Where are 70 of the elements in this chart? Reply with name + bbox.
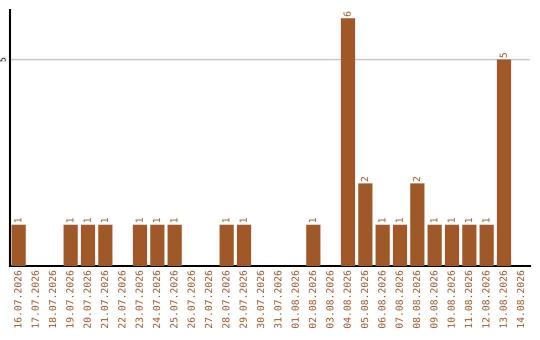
data-label: 5: [500, 53, 507, 58]
data-label: 1: [84, 218, 91, 222]
data-label: 1: [308, 218, 316, 222]
x-tick-label: 30.07.2026: [256, 270, 264, 328]
x-tick-label: 06.08.2026: [378, 270, 386, 328]
x-tick-label: 21.07.2026: [100, 270, 108, 328]
bar: [462, 224, 476, 266]
x-tick-label: 25.07.2026: [170, 270, 178, 328]
data-label: 1: [170, 218, 178, 222]
x-tick-label: 12.08.2026: [482, 270, 490, 328]
bar: [236, 224, 252, 266]
x-tick-label: 28.07.2026: [222, 270, 230, 328]
x-tick-label: 03.08.2026: [326, 270, 334, 328]
data-label: 1: [448, 218, 455, 222]
data-label: 1: [152, 218, 160, 222]
x-tick-label: 07.08.2026: [395, 270, 403, 328]
x-tick-label: 14.08.2026: [516, 270, 524, 328]
bar: [150, 224, 164, 266]
bar: [98, 224, 112, 266]
bar: [496, 60, 512, 266]
x-tick-label: 08.08.2026: [412, 270, 420, 328]
x-tick-label: 29.07.2026: [239, 270, 247, 328]
bar: [64, 224, 78, 266]
x-tick-label: 10.08.2026: [447, 270, 455, 328]
data-label: 1: [66, 218, 74, 222]
x-tick-label: 18.07.2026: [48, 270, 56, 328]
bar: [428, 224, 442, 266]
bar: [410, 183, 424, 266]
x-tick-label: 13.08.2026: [499, 270, 507, 328]
bar: [12, 224, 26, 266]
x-tick-label: 17.07.2026: [31, 270, 39, 328]
x-tick-label: 20.07.2026: [83, 270, 91, 328]
data-label: 1: [222, 218, 230, 222]
bar: [480, 224, 494, 266]
data-label: 1: [136, 218, 143, 222]
data-label: 1: [482, 218, 490, 222]
data-label: 1: [240, 218, 247, 222]
x-tick-label: 27.07.2026: [204, 270, 212, 328]
bar: [340, 18, 356, 266]
x-tick-label: 31.07.2026: [274, 270, 282, 328]
data-label: 1: [378, 218, 386, 222]
bar: [376, 224, 390, 266]
bar: [132, 224, 148, 266]
data-label: 1: [430, 218, 438, 222]
bar: [80, 224, 96, 266]
data-label: 1: [396, 218, 403, 222]
x-tick-label: 16.07.2026: [14, 270, 22, 328]
bar: [444, 224, 460, 266]
x-tick-label: 11.08.2026: [464, 270, 472, 328]
data-label: 1: [100, 218, 108, 222]
data-label: 2: [360, 177, 368, 182]
x-tick-label: 19.07.2026: [66, 270, 74, 328]
data-label: 6: [343, 12, 351, 16]
x-tick-label: 26.07.2026: [187, 270, 195, 328]
x-tick-label: 09.08.2026: [430, 270, 438, 328]
x-tick-label: 05.08.2026: [360, 270, 368, 328]
bar: [358, 183, 372, 266]
x-tick-label: 01.08.2026: [291, 270, 299, 328]
x-tick-label: 02.08.2026: [308, 270, 316, 328]
data-label: 1: [14, 218, 22, 222]
bar: [220, 224, 234, 266]
data-label: 2: [412, 177, 420, 182]
x-tick-label: 24.07.2026: [152, 270, 160, 328]
x-tick-label: 22.07.2026: [118, 270, 126, 328]
data-label: 1: [464, 218, 472, 222]
bar: [392, 224, 408, 266]
bar: [306, 224, 320, 266]
x-tick-label: 04.08.2026: [343, 270, 351, 328]
x-tick-label: 23.07.2026: [135, 270, 143, 328]
bar: [168, 224, 182, 266]
